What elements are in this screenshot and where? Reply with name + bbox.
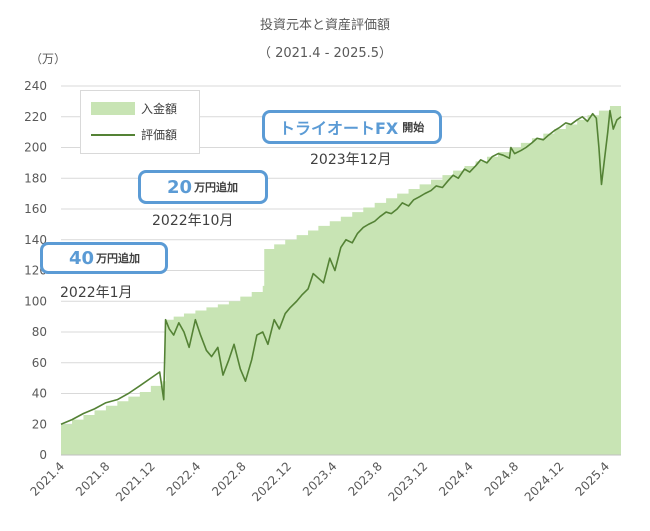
y-tick-label: 0 bbox=[39, 448, 47, 462]
callout-40man-text: 万円追加 bbox=[96, 252, 141, 265]
callout-20man-amount: 20 bbox=[167, 176, 193, 198]
x-tick-label: 2021.12 bbox=[113, 459, 158, 504]
callout-20man: 20 万円追加 bbox=[138, 170, 268, 204]
legend: 入金額 評価額 bbox=[80, 90, 200, 154]
principal-area bbox=[61, 105, 621, 456]
y-tick-label: 80 bbox=[32, 325, 47, 339]
x-tick-label: 2025.4 bbox=[573, 459, 613, 499]
y-tick-label: 160 bbox=[24, 202, 47, 216]
y-tick-label: 20 bbox=[32, 417, 47, 431]
chart-title: 投資元本と資産評価額 bbox=[259, 18, 390, 33]
x-tick-label: 2021.8 bbox=[73, 459, 113, 499]
callout-20man-text: 万円追加 bbox=[194, 181, 239, 194]
callout-autofx-name: トライオートFX bbox=[279, 119, 399, 138]
x-tick-label: 2022.12 bbox=[249, 459, 294, 504]
x-tick-label: 2022.4 bbox=[164, 459, 204, 499]
x-tick-label: 2021.4 bbox=[28, 459, 68, 499]
x-tick-label: 2022.8 bbox=[209, 459, 249, 499]
y-tick-label: 60 bbox=[32, 356, 47, 370]
chart-subtitle: （ 2021.4 - 2025.5） bbox=[257, 46, 393, 61]
legend-item-valuation: 評価額 bbox=[91, 126, 177, 143]
y-tick-label: 180 bbox=[24, 171, 47, 185]
callout-20man-date: 2022年10月 bbox=[152, 213, 234, 229]
callout-autofx-date: 2023年12月 bbox=[310, 152, 392, 168]
callout-autofx: トライオートFX 開始 bbox=[262, 110, 442, 144]
y-tick-label: 220 bbox=[24, 110, 47, 124]
valuation-line bbox=[60, 109, 622, 425]
x-tick-label: 2023.4 bbox=[300, 459, 340, 499]
x-tick-label: 2024.12 bbox=[522, 459, 567, 504]
y-tick-label: 100 bbox=[24, 294, 47, 308]
legend-label-principal: 入金額 bbox=[141, 102, 178, 116]
y-tick-label: 240 bbox=[24, 79, 47, 93]
y-tick-label: 200 bbox=[24, 141, 47, 155]
legend-swatch-principal bbox=[91, 102, 135, 115]
legend-swatch-valuation bbox=[91, 133, 135, 136]
y-tick-label: 40 bbox=[32, 387, 47, 401]
callout-40man-amount: 40 bbox=[69, 247, 95, 269]
legend-item-principal: 入金額 bbox=[91, 100, 177, 117]
x-tick-label: 2023.12 bbox=[385, 459, 430, 504]
y-unit-label: （万） bbox=[30, 52, 67, 66]
x-tick-label: 2024.8 bbox=[482, 459, 522, 499]
callout-40man-date: 2022年1月 bbox=[60, 285, 133, 301]
x-tick-label: 2023.8 bbox=[345, 459, 385, 499]
x-tick-label: 2024.4 bbox=[436, 459, 476, 499]
callout-autofx-text: 開始 bbox=[402, 121, 425, 134]
callout-40man: 40 万円追加 bbox=[40, 242, 168, 274]
legend-label-valuation: 評価額 bbox=[141, 128, 178, 142]
y-tick-label: 140 bbox=[24, 233, 47, 247]
